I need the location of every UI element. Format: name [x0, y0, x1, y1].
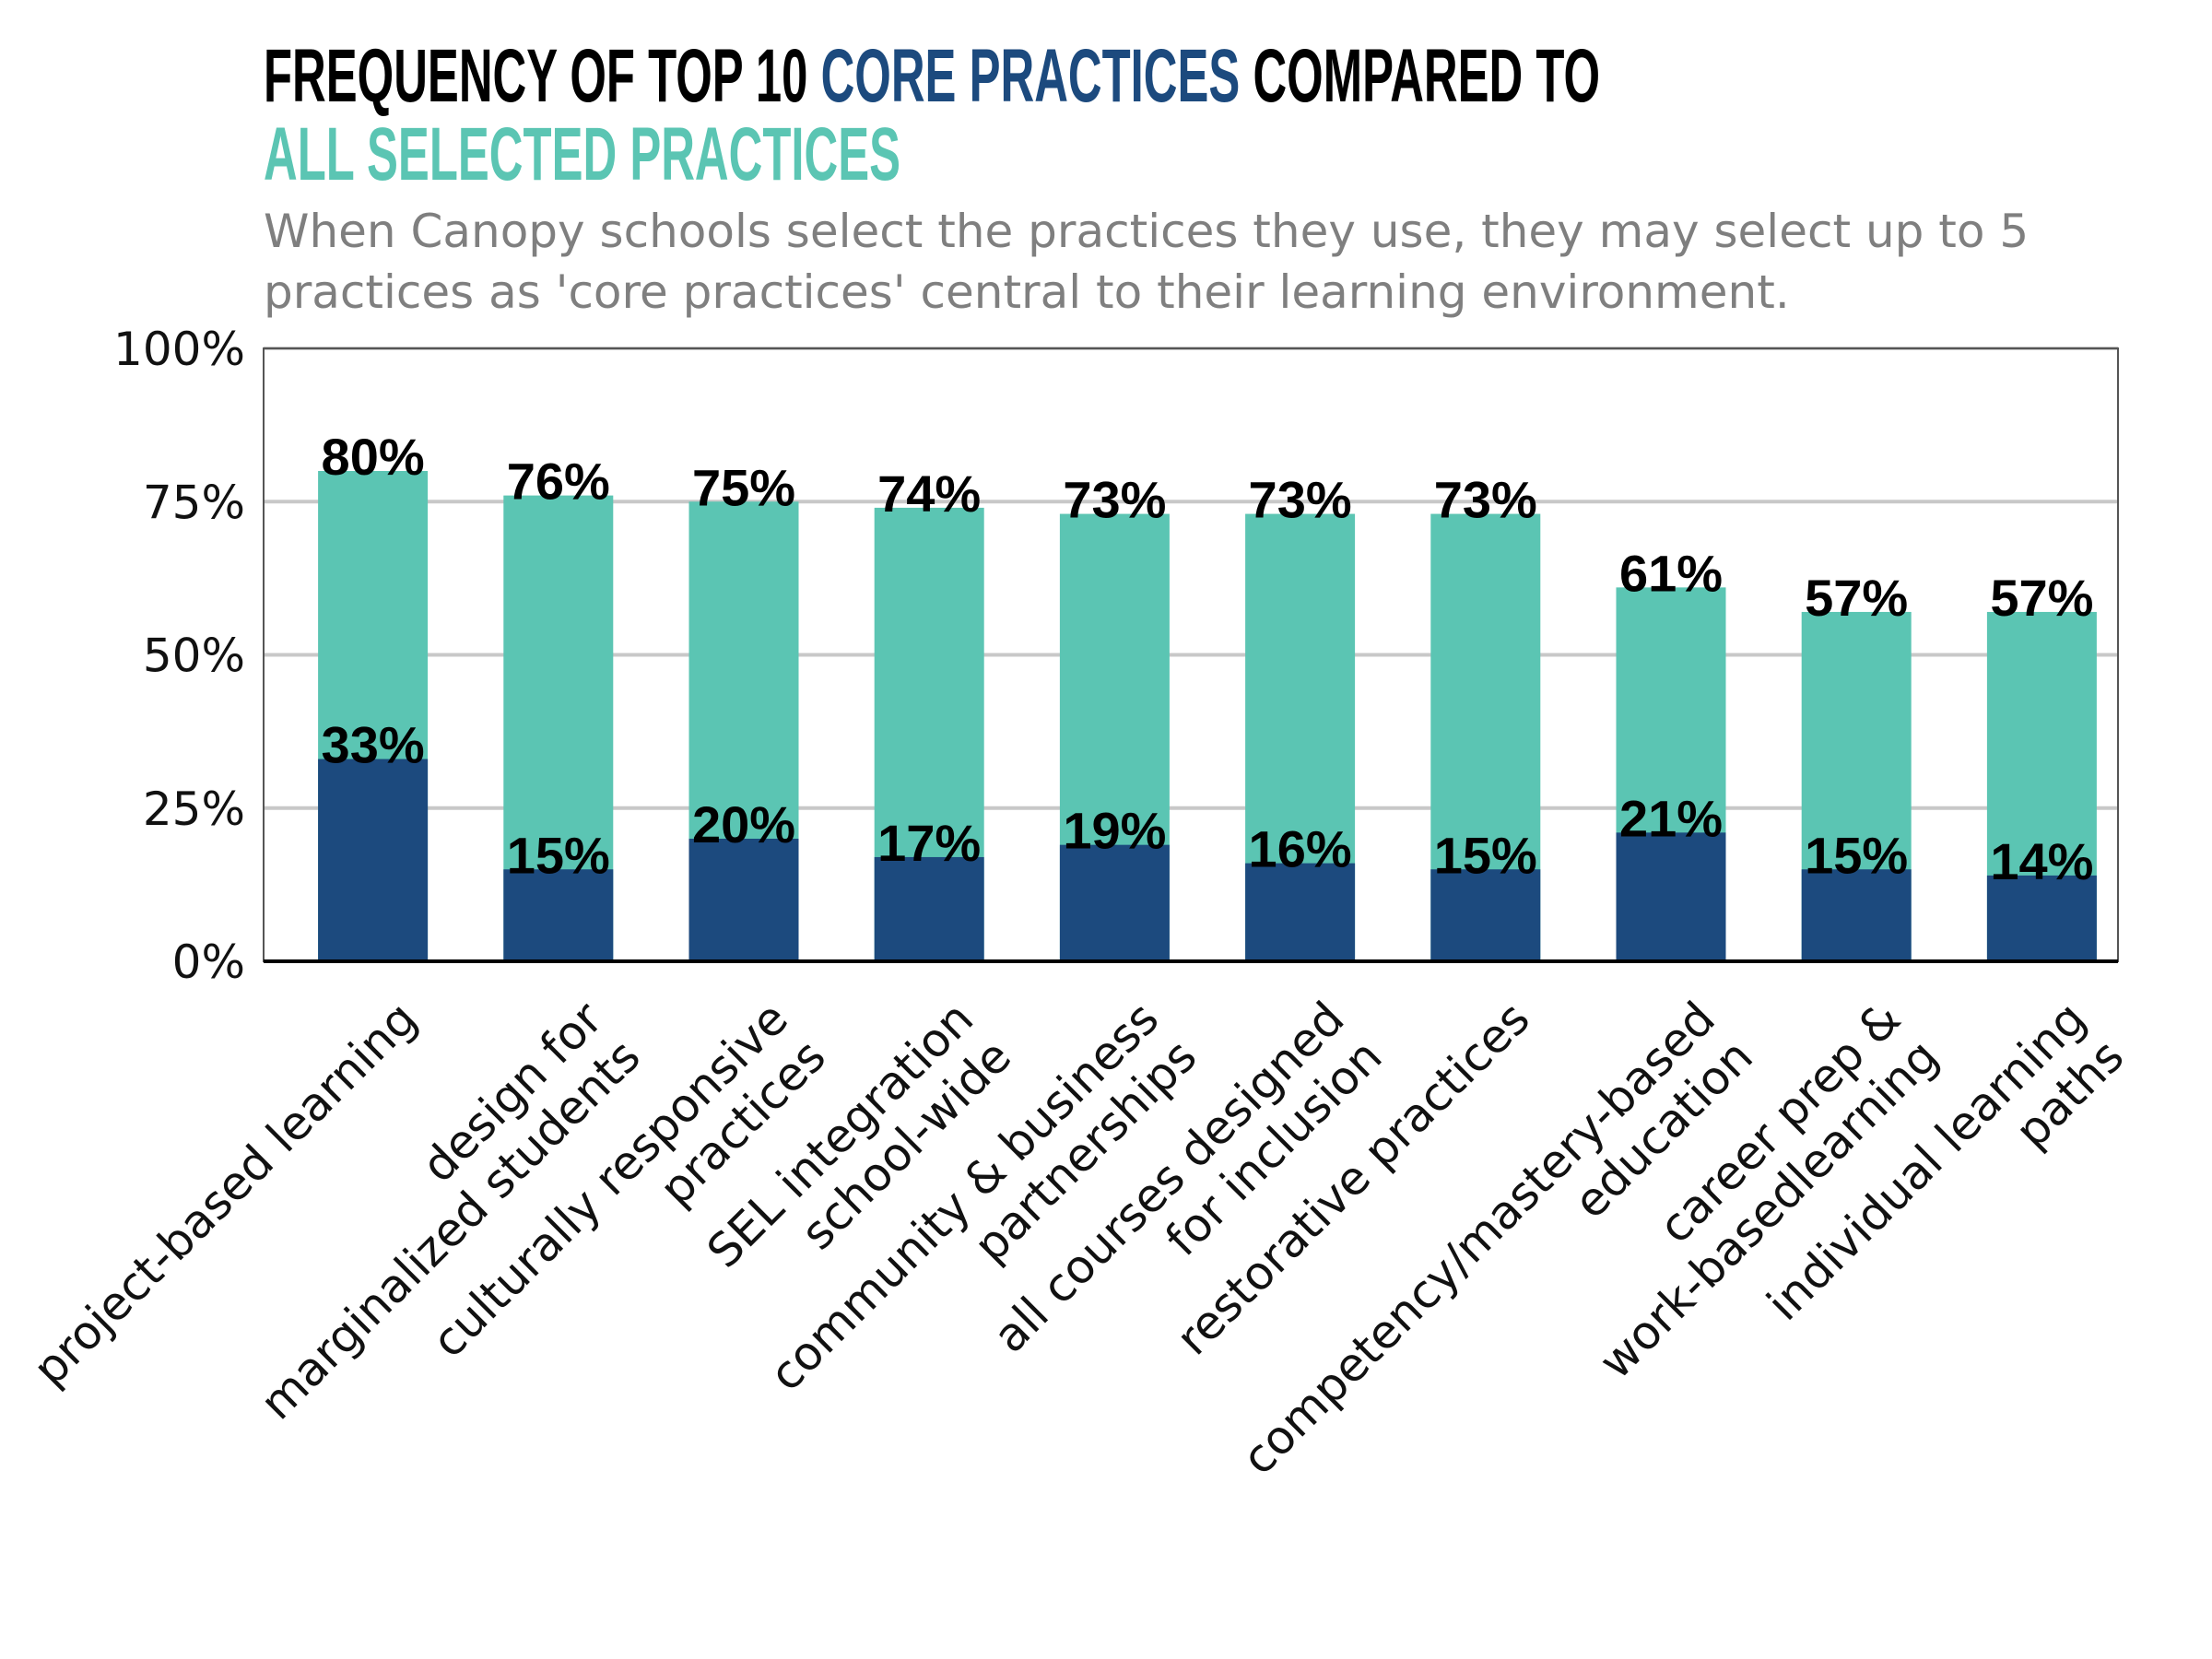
value-label: 73% [1434, 471, 1537, 529]
subtitle: practices as 'core practices' central to… [264, 265, 1790, 319]
value-label: 73% [1249, 471, 1352, 529]
title-series: ALL SELECTED PRACTICES [264, 112, 900, 196]
title-line-1: FREQUENCY OF TOP 10 CORE PRACTICES COMPA… [264, 34, 1600, 118]
bar [1430, 869, 1541, 961]
subtitle: When Canopy schools select the practices… [264, 205, 2029, 258]
value-label: 76% [507, 453, 610, 511]
value-label: 19% [1063, 802, 1166, 860]
value-label: 74% [877, 465, 981, 523]
title: FREQUENCY OF TOP 10 CORE PRACTICES COMPA… [264, 34, 1600, 196]
y-tick-label: 0% [172, 935, 245, 989]
value-label: 15% [1434, 826, 1537, 884]
value-label: 15% [507, 826, 610, 884]
bar [1245, 863, 1356, 961]
value-label: 14% [1990, 832, 2093, 890]
y-tick-label: 25% [143, 782, 245, 836]
bar [1616, 832, 1726, 961]
y-tick-label: 50% [143, 629, 245, 683]
value-label: 57% [1990, 569, 2093, 627]
bar [688, 839, 799, 961]
value-label: 17% [877, 814, 981, 872]
bar [874, 856, 984, 961]
value-label: 80% [322, 428, 425, 486]
value-label: 73% [1063, 471, 1166, 529]
value-label: 75% [692, 458, 795, 516]
value-label: 21% [1619, 789, 1723, 847]
value-label: 16% [1249, 820, 1352, 878]
bar [503, 869, 614, 961]
title-part: FREQUENCY OF TOP 10 [264, 34, 807, 118]
y-tick-label: 100% [113, 323, 245, 376]
bar [1801, 869, 1912, 961]
title-part: COMPARED TO [1253, 34, 1600, 118]
bar [1059, 844, 1170, 961]
value-label: 61% [1619, 544, 1723, 602]
value-label: 57% [1805, 569, 1908, 627]
value-label: 33% [322, 716, 425, 774]
title-series: CORE PRACTICES [821, 34, 1241, 118]
bar [1986, 875, 2097, 961]
value-label: 20% [692, 795, 795, 853]
value-label: 15% [1805, 826, 1908, 884]
bar [318, 759, 429, 961]
y-tick-label: 75% [143, 476, 245, 529]
